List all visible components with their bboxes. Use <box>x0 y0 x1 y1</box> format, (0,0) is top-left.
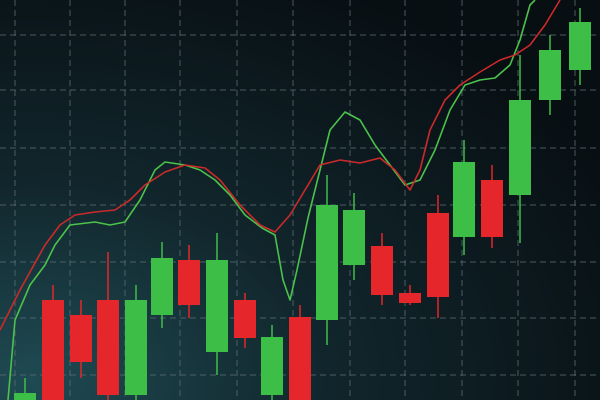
candle-body <box>427 213 449 297</box>
moving-average-line <box>0 0 561 331</box>
candle-body <box>371 246 393 295</box>
candle-body <box>261 337 283 395</box>
candle-body <box>151 258 173 315</box>
candle-body <box>97 300 119 395</box>
candle-body <box>509 100 531 195</box>
candle-body <box>234 300 256 338</box>
moving-average-line <box>7 0 536 400</box>
candle-body <box>343 210 365 265</box>
candle-body <box>178 260 200 305</box>
candle-body <box>453 162 475 237</box>
candle-body <box>206 260 228 352</box>
candle-body <box>316 205 338 320</box>
candle-body <box>70 315 92 362</box>
candle-body <box>125 300 147 395</box>
candle-body <box>14 393 36 400</box>
candle-body <box>481 180 503 237</box>
candle-body <box>569 22 591 70</box>
candle-body <box>539 50 561 100</box>
candle-body <box>399 293 421 303</box>
candle-body <box>289 317 311 400</box>
candle-body <box>42 300 64 400</box>
